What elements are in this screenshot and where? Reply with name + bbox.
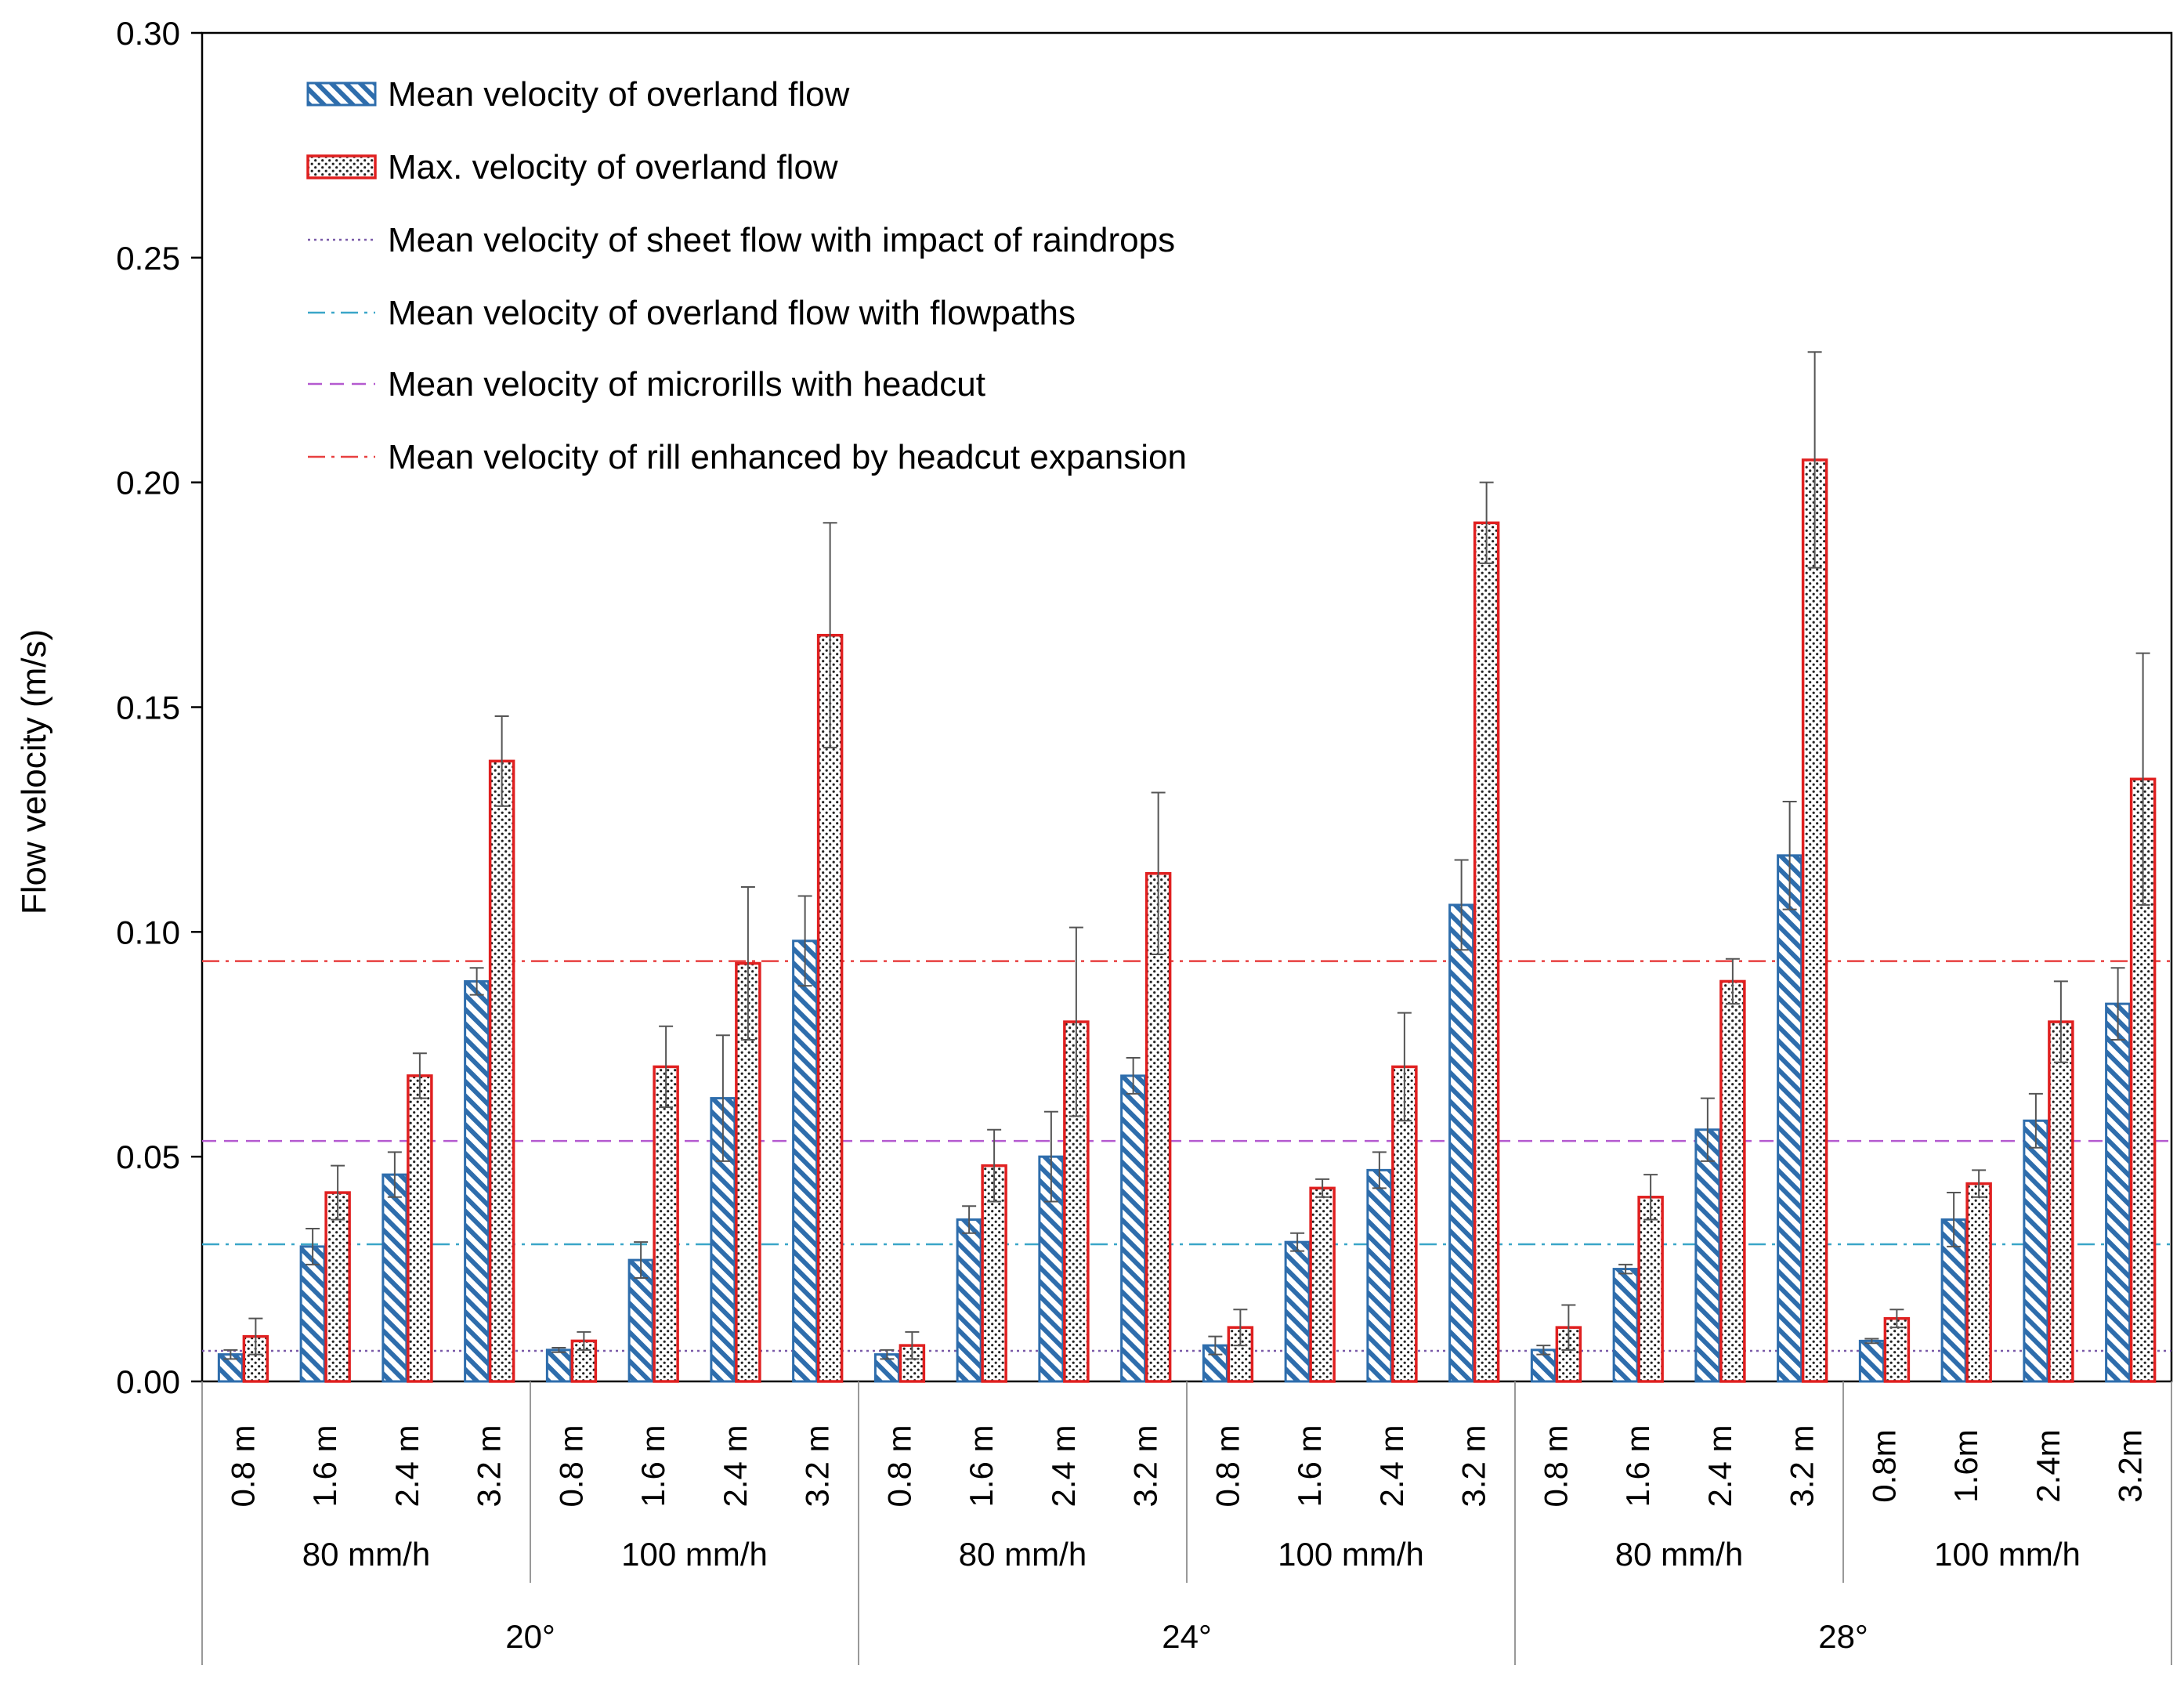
x-tick-label: 0.8 m: [880, 1425, 917, 1507]
bars: [217, 458, 2157, 1383]
legend-label-reference-line: Mean velocity of rill enhanced by headcu…: [388, 438, 1187, 476]
y-tick-label: 0.30: [116, 15, 180, 52]
rainfall-group-label: 80 mm/h: [959, 1536, 1087, 1573]
tick-labels: 0.00 0.05 0.10 0.15 0.20 0.25 0.30: [116, 15, 180, 1400]
legend-swatch-max: [306, 154, 377, 179]
x-tick-label: 1.6 m: [963, 1425, 1000, 1507]
rainfall-group-label: 80 mm/h: [302, 1536, 430, 1573]
bar-mean-velocity: [545, 1349, 572, 1383]
bar-max-velocity: [407, 1074, 433, 1383]
x-tick-label: 2.4 m: [1045, 1425, 1082, 1507]
x-tick-label: 2.4 m: [1373, 1425, 1410, 1507]
bar-mean-velocity: [1612, 1268, 1639, 1383]
x-tick-label: 1.6 m: [635, 1425, 671, 1507]
bar-max-velocity: [324, 1191, 351, 1383]
bar-max-velocity: [2048, 1020, 2074, 1383]
bar-max-velocity: [1719, 979, 1746, 1383]
x-tick-label: 3.2m: [2112, 1429, 2149, 1502]
bar-mean-velocity: [627, 1258, 654, 1383]
bar-max-velocity: [653, 1065, 679, 1383]
bar-mean-velocity: [1858, 1339, 1885, 1383]
x-tick-label: 0.8m: [1865, 1429, 1902, 1502]
bar-mean-velocity: [792, 939, 819, 1383]
bar-max-velocity: [1965, 1182, 1992, 1383]
bar-mean-velocity: [1940, 1218, 1967, 1383]
y-tick-label: 0.20: [116, 465, 180, 501]
slope-group-label: 28°: [1818, 1618, 1868, 1655]
bar-max-velocity: [1801, 458, 1828, 1383]
bar-mean-velocity: [381, 1173, 408, 1383]
bar-mean-velocity: [956, 1218, 982, 1383]
x-tick-label: 0.8 m: [224, 1425, 261, 1507]
rainfall-group-label: 100 mm/h: [1934, 1536, 2081, 1573]
bar-mean-velocity: [1120, 1074, 1147, 1383]
bar-mean-velocity: [2105, 1002, 2132, 1383]
bar-mean-velocity: [299, 1245, 326, 1383]
x-tick-label: 1.6 m: [1619, 1425, 1656, 1507]
x-tick-label: 3.2 m: [799, 1425, 836, 1507]
x-tick-label: 2.4 m: [717, 1425, 754, 1507]
x-tick-label: 0.8 m: [552, 1425, 589, 1507]
slope-group-label: 20°: [505, 1618, 555, 1655]
y-tick-label: 0.15: [116, 690, 180, 726]
bar-max-velocity: [1309, 1186, 1336, 1383]
y-tick-label: 0.05: [116, 1139, 180, 1175]
legend-label-mean: Mean velocity of overland flow: [388, 75, 850, 114]
legend-label-reference-line: Mean velocity of microrills with headcut: [388, 365, 985, 404]
bar-mean-velocity: [1448, 903, 1475, 1383]
bar-mean-velocity: [1284, 1240, 1311, 1383]
legend-label-reference-line: Mean velocity of overland flow with flow…: [388, 294, 1076, 332]
bar-mean-velocity: [2023, 1119, 2049, 1383]
slope-group-label: 24°: [1162, 1618, 1212, 1655]
x-tick-label: 1.6 m: [1291, 1425, 1328, 1507]
legend-label-max: Max. velocity of overland flow: [388, 148, 838, 186]
y-tick-label: 0.10: [116, 914, 180, 950]
bar-mean-velocity: [1694, 1128, 1721, 1383]
x-tick-label: 0.8 m: [1209, 1425, 1246, 1507]
x-tick-label: 3.2 m: [1455, 1425, 1492, 1507]
bar-max-velocity: [488, 759, 515, 1383]
x-tick-label: 2.4 m: [389, 1425, 425, 1507]
x-tick-label: 3.2 m: [1127, 1425, 1164, 1507]
x-tick-label: 2.4m: [2030, 1429, 2066, 1502]
x-tick-label: 1.6m: [1947, 1429, 1984, 1502]
x-tick-label: 3.2 m: [1784, 1425, 1821, 1507]
category-axis: 0.8 m 1.6 m 2.4 m 3.2 m 0.8 m 1.6 m 2.4 m 3.2 m…: [201, 1381, 2172, 1665]
y-tick-label: 0.00: [116, 1363, 180, 1400]
legend-swatch-mean: [306, 81, 377, 107]
bar-max-velocity: [1473, 521, 1500, 1383]
reference-lines: [202, 960, 2171, 1352]
bar-max-velocity: [1637, 1196, 1664, 1383]
bar-max-velocity: [1227, 1326, 1254, 1383]
bar-mean-velocity: [1777, 854, 1803, 1383]
bar-mean-velocity: [1366, 1168, 1393, 1383]
y-axis-title: Flow velocity (m/s): [15, 629, 53, 914]
bar-max-velocity: [735, 961, 761, 1383]
rainfall-group-label: 100 mm/h: [1278, 1536, 1424, 1573]
bar-mean-velocity: [464, 979, 490, 1383]
x-tick-label: 2.4 m: [1701, 1425, 1738, 1507]
x-tick-label: 0.8 m: [1537, 1425, 1574, 1507]
x-tick-label: 3.2 m: [471, 1425, 508, 1507]
rainfall-group-label: 100 mm/h: [621, 1536, 768, 1573]
rainfall-group-label: 80 mm/h: [1615, 1536, 1743, 1573]
x-tick-label: 1.6 m: [306, 1425, 343, 1507]
legend: Mean velocity of overland flow Max. veloc…: [306, 75, 1187, 476]
legend-label-reference-line: Mean velocity of sheet flow with impact …: [388, 221, 1175, 259]
y-tick-label: 0.25: [116, 240, 180, 277]
error-bars: [223, 351, 2150, 1360]
